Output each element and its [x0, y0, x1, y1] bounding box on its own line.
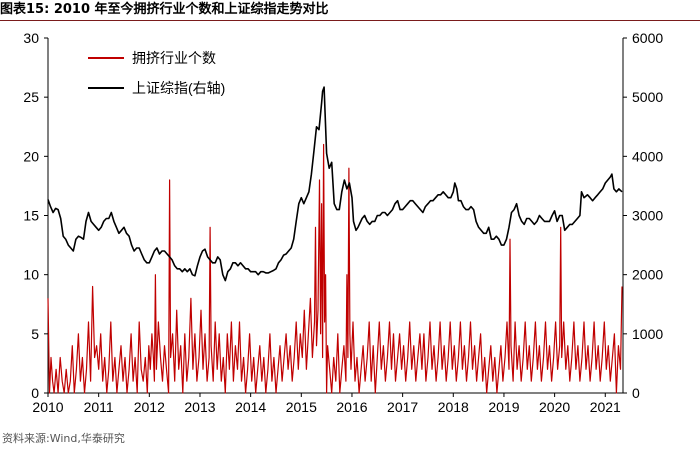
- x-tick-label: 2016: [336, 399, 367, 415]
- plot-area: [47, 86, 623, 394]
- y-right-tick-label: 5000: [632, 89, 663, 105]
- y-left-tick-label: 5: [31, 326, 39, 342]
- x-tick-label: 2021: [590, 399, 621, 415]
- y-left-tick-label: 15: [23, 208, 39, 224]
- x-tick-label: 2012: [134, 399, 165, 415]
- x-tick-label: 2013: [184, 399, 215, 415]
- y-right-tick-label: 2000: [632, 267, 663, 283]
- x-tick-label: 2015: [286, 399, 317, 415]
- source-note: 资料来源:Wind,华泰研究: [2, 432, 125, 445]
- sse-index-series: [47, 86, 623, 282]
- y-left-tick-label: 0: [31, 385, 39, 401]
- y-left-tick-label: 20: [23, 148, 39, 164]
- axes: 0 5 10 15 20 25 30 0 1000 2000 3000 4000 5000 6000 201…: [23, 30, 663, 415]
- y-left-tick-label: 10: [23, 267, 39, 283]
- x-tick-label: 2010: [32, 399, 63, 415]
- y-left-tick-label: 25: [23, 89, 39, 105]
- y-right-tick-label: 6000: [632, 30, 663, 46]
- figure-title: 图表15: 2010 年至今拥挤行业个数和上证综指走势对比: [0, 2, 329, 17]
- title-divider: [0, 20, 700, 21]
- x-tick-label: 2019: [488, 399, 519, 415]
- x-tick-label: 2011: [84, 399, 114, 415]
- y-right-tick-label: 1000: [632, 326, 663, 342]
- x-tick-label: 2017: [387, 399, 418, 415]
- legend-label: 拥挤行业个数: [132, 50, 216, 66]
- y-right-tick-label: 4000: [632, 148, 663, 164]
- x-tick-label: 2014: [235, 399, 266, 415]
- chart: 0 5 10 15 20 25 30 0 1000 2000 3000 4000 5000 6000 201…: [23, 30, 663, 415]
- x-tick-label: 2018: [438, 399, 469, 415]
- legend-label: 上证综指(右轴): [132, 80, 225, 96]
- y-right-tick-label: 3000: [632, 208, 663, 224]
- y-right-tick-label: 0: [632, 385, 640, 401]
- y-left-tick-label: 30: [23, 30, 39, 46]
- crowded-industries-series: [47, 143, 623, 394]
- x-tick-label: 2020: [539, 399, 570, 415]
